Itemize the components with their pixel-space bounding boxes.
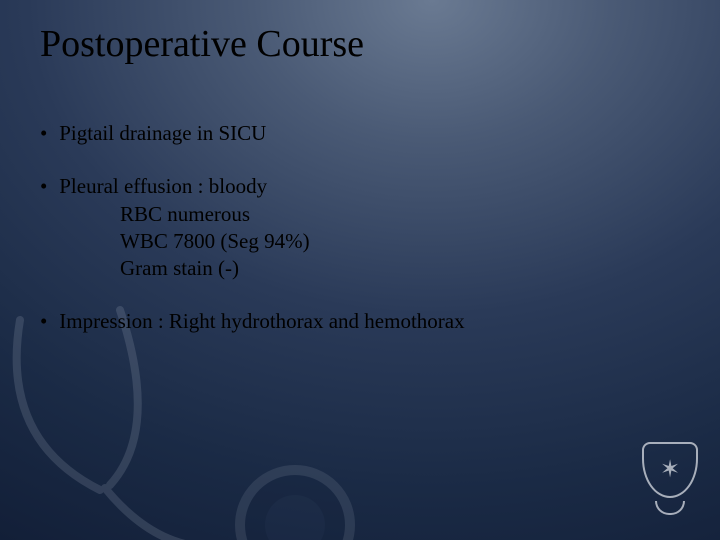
bullet-mark: • <box>40 173 54 200</box>
bullet-2-sub-2: WBC 7800 (Seg 94%) <box>120 228 680 255</box>
logo-ring <box>655 501 685 515</box>
bullet-mark: • <box>40 120 54 147</box>
institution-logo: ✶ <box>642 442 698 518</box>
bullet-list: • Pigtail drainage in SICU • Pleural eff… <box>40 120 680 362</box>
bullet-2-sub-3: Gram stain (-) <box>120 255 680 282</box>
bullet-3: • Impression : Right hydrothorax and hem… <box>40 308 680 335</box>
slide-title: Postoperative Course <box>40 22 364 66</box>
slide: Postoperative Course • Pigtail drainage … <box>0 0 720 540</box>
bullet-mark: • <box>40 308 54 335</box>
bullet-3-text: Impression : Right hydrothorax and hemot… <box>59 309 464 333</box>
palm-icon: ✶ <box>660 458 680 482</box>
shield-icon: ✶ <box>642 442 698 498</box>
bullet-2: • Pleural effusion : bloody RBC numerous… <box>40 173 680 282</box>
bullet-2-sub-1: RBC numerous <box>120 201 680 228</box>
bullet-2-text: Pleural effusion : bloody <box>59 174 267 198</box>
bullet-1-text: Pigtail drainage in SICU <box>59 121 266 145</box>
bullet-1: • Pigtail drainage in SICU <box>40 120 680 147</box>
